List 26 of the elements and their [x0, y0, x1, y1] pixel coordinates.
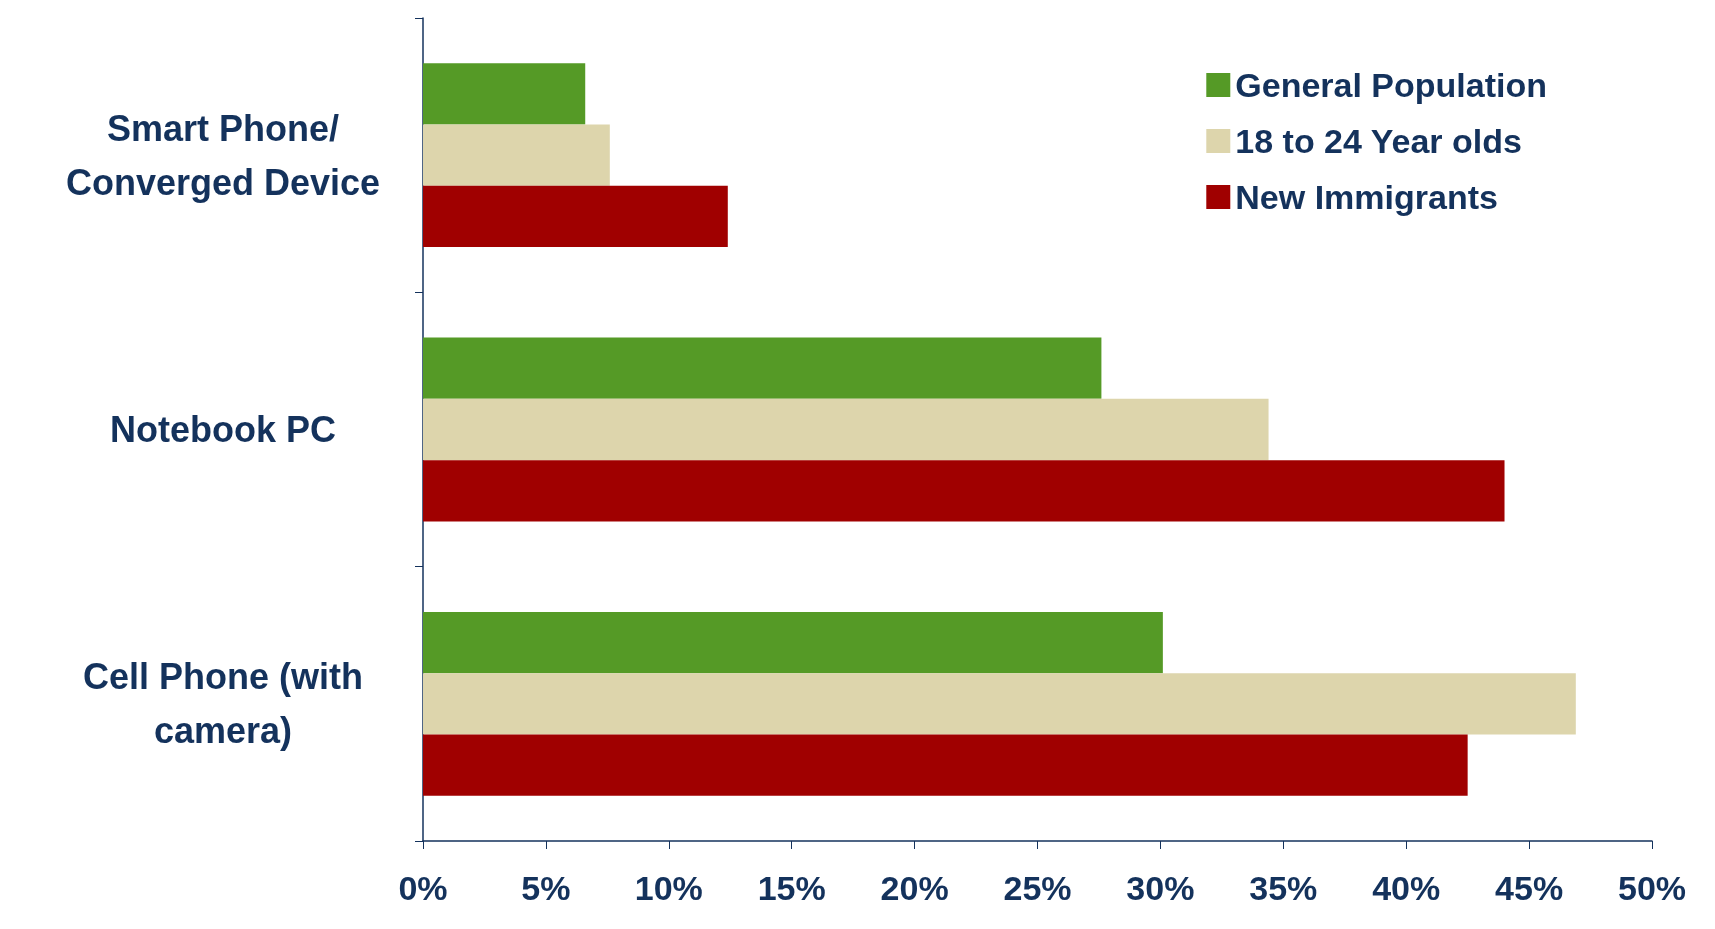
- x-tick-label: 5%: [521, 869, 571, 907]
- legend-label: 18 to 24 Year olds: [1235, 122, 1522, 160]
- bar: [423, 611, 1163, 674]
- legend-label: General Population: [1235, 66, 1548, 104]
- x-tick-label: 30%: [1126, 869, 1195, 907]
- bar: [423, 124, 610, 186]
- x-tick-label: 40%: [1372, 869, 1441, 907]
- bar: [423, 673, 1576, 735]
- x-tick-label: 35%: [1249, 869, 1318, 907]
- x-tick-label: 25%: [1003, 869, 1072, 907]
- bar: [423, 460, 1505, 522]
- bar: [423, 398, 1269, 461]
- bar: [423, 734, 1468, 796]
- x-tick-label: 50%: [1617, 869, 1687, 907]
- bar: [423, 185, 728, 248]
- x-tick-label: 20%: [880, 869, 949, 907]
- x-tick-label: 45%: [1495, 869, 1564, 907]
- bar: [423, 337, 1102, 399]
- legend-label: New Immigrants: [1235, 178, 1498, 216]
- x-tick-label: 10%: [634, 869, 703, 907]
- bar: [423, 63, 586, 125]
- x-tick-label: 0%: [398, 869, 448, 907]
- y-tick-label: Smart Phone/ Converged Device: [65, 107, 381, 203]
- y-tick-label: Cell Phone (with camera): [82, 656, 364, 752]
- y-tick-label: Notebook PC: [109, 409, 337, 450]
- x-tick-label: 15%: [757, 869, 826, 907]
